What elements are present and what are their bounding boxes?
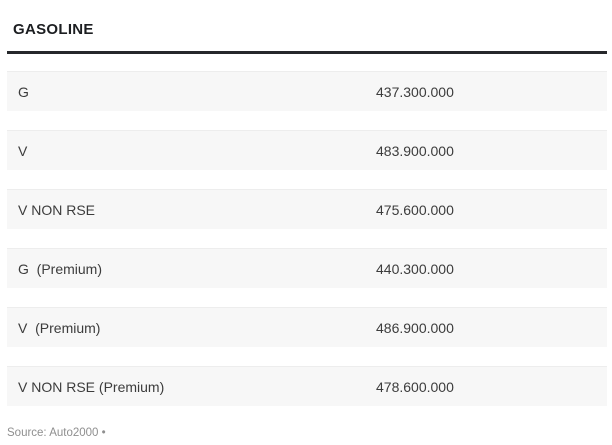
row-value: 486.900.000: [376, 319, 454, 336]
section-title: GASOLINE: [13, 21, 94, 38]
row-label: V: [18, 142, 28, 159]
table-row: V 483.900.000: [7, 130, 607, 170]
table-row: G (Premium) 440.300.000: [7, 248, 607, 288]
row-value: 483.900.000: [376, 142, 454, 159]
table-row: V NON RSE (Premium) 478.600.000: [7, 366, 607, 406]
row-value: 475.600.000: [376, 201, 454, 218]
table-row: V NON RSE 475.600.000: [7, 189, 607, 229]
row-value: 478.600.000: [376, 378, 454, 395]
row-value: 437.300.000: [376, 83, 454, 100]
row-label: V NON RSE: [18, 201, 96, 218]
row-label: V (Premium): [18, 319, 101, 336]
row-label: G (Premium): [18, 260, 102, 277]
price-table: G 437.300.000 V 483.900.000 V NON RSE 47…: [7, 71, 607, 406]
table-row: G 437.300.000: [7, 71, 607, 111]
header-divider: [7, 51, 607, 54]
table-row: V (Premium) 486.900.000: [7, 307, 607, 347]
row-label: G: [18, 83, 29, 100]
row-label: V NON RSE (Premium): [18, 378, 165, 395]
row-value: 440.300.000: [376, 260, 454, 277]
source-attribution: Source: Auto2000 •: [7, 427, 106, 439]
